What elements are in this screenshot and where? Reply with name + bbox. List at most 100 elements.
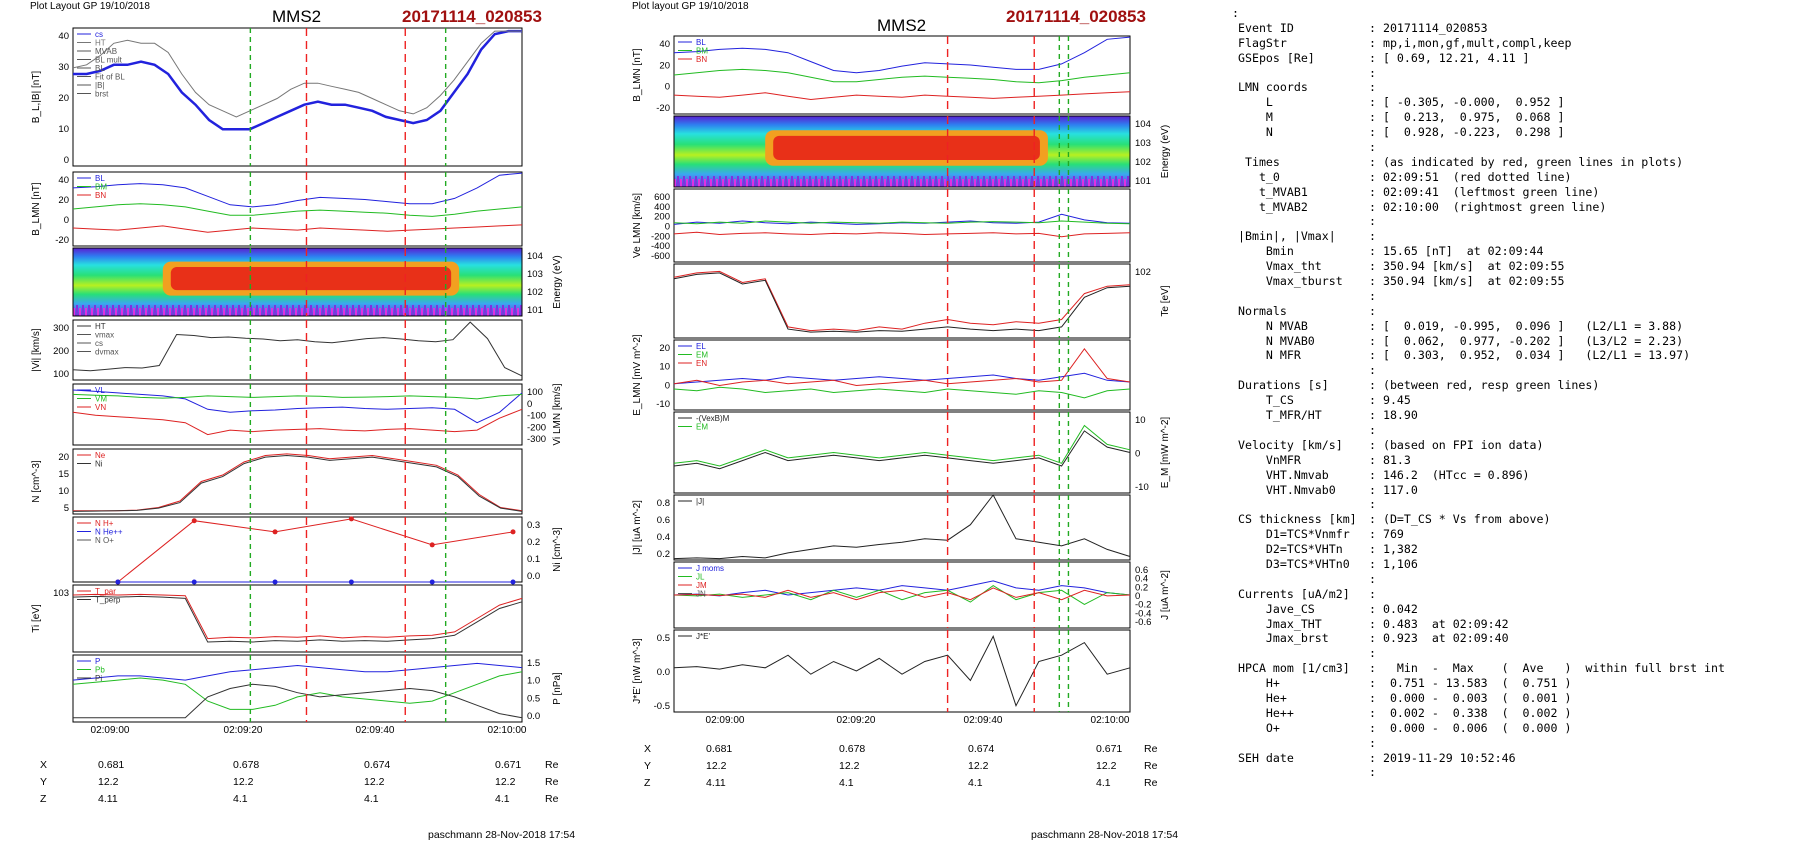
- info-key: T_MFR/HT: [1238, 408, 1322, 423]
- spectrogram-noise: [797, 176, 799, 184]
- spectrogram-noise: [451, 308, 453, 316]
- legend-entry: |J|: [696, 497, 704, 506]
- spectrogram-noise: [1088, 179, 1090, 187]
- y-tick-label: 0.0: [527, 571, 540, 582]
- series-t-par: [72, 593, 523, 640]
- spectrogram-noise: [926, 179, 928, 187]
- info-line: He++: 0.002 - 0.338 ( 0.002 ): [1232, 706, 1797, 721]
- panel-frame: [72, 383, 523, 446]
- spectrogram-noise: [190, 305, 192, 313]
- spectrogram-noise: [1121, 176, 1123, 184]
- spectrogram-noise: [292, 305, 294, 313]
- spectrogram-noise: [1016, 179, 1018, 187]
- y-tick-label: -10: [1135, 482, 1149, 493]
- spectrogram-noise: [1043, 176, 1045, 184]
- spectrogram-noise: [743, 176, 745, 184]
- legend-entry: JM: [696, 581, 707, 590]
- spectrogram-noise: [950, 179, 952, 187]
- info-line: LMN coords:: [1232, 80, 1797, 95]
- spectrogram-noise: [109, 308, 111, 316]
- info-key: H+: [1238, 676, 1280, 691]
- spectrogram-noise: [310, 305, 312, 313]
- spectrogram-noise: [409, 308, 411, 316]
- spectrogram-noise: [1007, 176, 1009, 184]
- data-point: [272, 529, 278, 535]
- series-n-he-: [117, 518, 514, 583]
- panel-frame: [673, 263, 1131, 339]
- info-line: D3=TCS*VHTn0: 1,106: [1232, 557, 1797, 572]
- spectrogram-noise: [433, 308, 435, 316]
- spectrogram-noise: [160, 305, 162, 313]
- position-axis-label: Z: [40, 793, 47, 805]
- spectrogram-noise: [202, 305, 204, 313]
- spectrogram-noise: [746, 179, 748, 187]
- spectrogram-noise: [100, 305, 102, 313]
- spectrogram-noise: [157, 308, 159, 316]
- spectrogram-noise: [878, 179, 880, 187]
- position-value: 4.11: [98, 793, 118, 805]
- position-value: 4.11: [706, 777, 726, 789]
- legend-entry: MVAB: [95, 47, 117, 56]
- spectrogram-noise: [695, 176, 697, 184]
- info-line: T_CS: 9.45: [1232, 393, 1797, 408]
- y-tick-label: 104: [1135, 119, 1151, 130]
- spectrogram-noise: [731, 176, 733, 184]
- y-tick-label: -0.6: [1135, 617, 1151, 628]
- legend-entry: cs: [95, 30, 103, 39]
- spectrogram-noise: [130, 305, 132, 313]
- spectrogram-noise: [286, 305, 288, 313]
- position-value: 12.2: [364, 776, 385, 788]
- spectrogram-noise: [79, 308, 81, 316]
- info-line: Vmax_tburst: 350.94 [km/s] at 02:09:55: [1232, 274, 1797, 289]
- spectrogram-noise: [151, 308, 153, 316]
- panel-right-6: 0.8 0.6 0.4 0.2 |J| [uA m^-2] |J|: [632, 494, 1131, 561]
- spectrogram-noise: [1040, 179, 1042, 187]
- info-value: : [ 0.019, -0.995, 0.096 ] (L2/L1 = 3.88…: [1369, 318, 1684, 333]
- spectrogram-noise: [767, 176, 769, 184]
- spectrogram-noise: [932, 179, 934, 187]
- spectrogram-noise: [962, 179, 964, 187]
- info-value: : 18.90: [1369, 408, 1418, 423]
- series-en: [673, 347, 1131, 387]
- spectrogram-noise: [430, 305, 432, 313]
- info-line: Jmax_brst: 0.923 at 02:09:40: [1232, 631, 1797, 646]
- right-footer: paschmann 28-Nov-2018 17:54: [1031, 829, 1179, 841]
- spectrogram-noise: [863, 176, 865, 184]
- info-key: N MVAB0: [1238, 333, 1315, 348]
- legend-entry: BL mult: [95, 56, 123, 65]
- series--b-: [72, 30, 522, 118]
- spectrogram-noise: [88, 305, 90, 313]
- spectrogram-noise: [893, 176, 895, 184]
- info-value: : 2019-11-29 10:52:46: [1369, 750, 1516, 765]
- spectrogram-noise: [701, 176, 703, 184]
- panel-frame: [673, 188, 1131, 263]
- panel-frame: [673, 561, 1131, 629]
- spectrogram-noise: [959, 176, 961, 184]
- info-value: : [ 0.69, 12.21, 4.11 ]: [1369, 50, 1530, 65]
- spectrogram-noise: [373, 308, 375, 316]
- spectrogram-noise: [1103, 176, 1105, 184]
- spectrogram-noise: [460, 305, 462, 313]
- spectrogram-noise: [511, 308, 513, 316]
- info-line: :: [1232, 736, 1797, 751]
- spectrogram-noise: [869, 176, 871, 184]
- spectrogram-noise: [418, 305, 420, 313]
- y-tick-label: 20: [58, 195, 69, 206]
- info-key: N MFR: [1238, 348, 1301, 363]
- spectrogram-noise: [382, 305, 384, 313]
- spectrogram-noise: [352, 305, 354, 313]
- y-tick-label: 0.2: [657, 549, 670, 560]
- legend-entry: J*E': [696, 632, 710, 641]
- info-value: : 0.002 - 0.338 ( 0.002 ): [1369, 705, 1572, 720]
- panel-frame: [72, 654, 523, 723]
- info-key: Normals: [1238, 303, 1287, 318]
- info-line: L: [ -0.305, -0.000, 0.952 ]: [1232, 95, 1797, 110]
- y-tick-label: 10: [659, 362, 670, 373]
- info-line: :: [1232, 423, 1797, 438]
- series-em: [673, 424, 1131, 467]
- spectrogram-noise: [472, 305, 474, 313]
- data-point: [191, 579, 197, 585]
- series--vexb-m: [673, 430, 1131, 470]
